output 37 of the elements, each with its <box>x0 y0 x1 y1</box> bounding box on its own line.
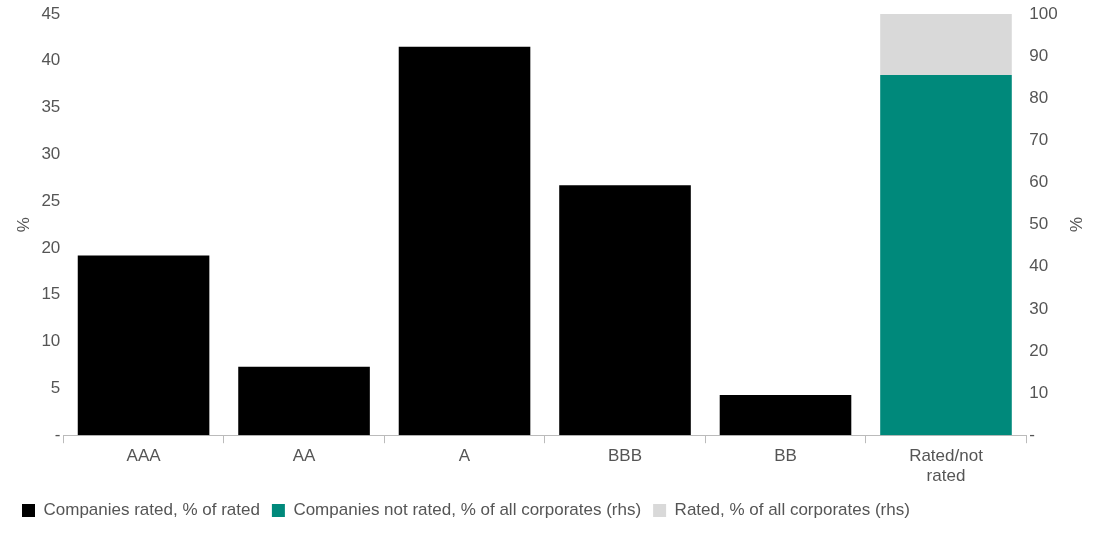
y2-tick-label: 10 <box>1029 382 1049 402</box>
bar <box>559 185 691 436</box>
y-tick-label: 40 <box>41 50 61 70</box>
y-tick-label: 5 <box>50 378 61 398</box>
x-tick-label: A <box>458 446 471 466</box>
y2-tick-label: 20 <box>1029 340 1049 360</box>
bar <box>238 366 370 436</box>
x-tick-label: BB <box>774 446 797 466</box>
y-tick-label: 20 <box>41 237 61 257</box>
y-tick-label: 35 <box>41 97 61 117</box>
x-tick-label: Rated/not rated <box>909 446 984 486</box>
y2-tick-label: 30 <box>1029 298 1049 318</box>
legend-label: Rated, % of all corporates (rhs) <box>674 500 910 520</box>
y-axis-title: % <box>13 217 33 233</box>
y2-tick-label: 100 <box>1029 3 1058 23</box>
y-tick-label: 15 <box>41 284 61 304</box>
y2-tick-label: 80 <box>1029 87 1049 107</box>
y2-tick-label: - <box>1029 424 1035 444</box>
x-tick-label: AAA <box>126 446 162 466</box>
y-tick-label: - <box>54 424 61 444</box>
y-tick-label: 45 <box>41 3 61 23</box>
y2-tick-label: 50 <box>1029 214 1049 234</box>
bar <box>398 46 531 436</box>
legend-label: Companies rated, % of rated <box>43 500 260 520</box>
y2-tick-label: 40 <box>1029 256 1049 276</box>
bar <box>77 255 210 436</box>
x-tick-label: AA <box>292 446 317 466</box>
y2-axis-title: % <box>1066 217 1086 233</box>
y2-tick-label: 60 <box>1029 172 1049 192</box>
legend-label: Companies not rated, % of all corporates (rhs) <box>293 500 642 520</box>
y2-tick-label: 70 <box>1029 130 1049 150</box>
y-tick-label: 25 <box>41 190 61 210</box>
x-tick-label: BBB <box>608 446 643 466</box>
bar <box>719 394 852 436</box>
y2-tick-label: 90 <box>1029 45 1049 65</box>
y-tick-label: 30 <box>41 144 61 164</box>
y-tick-label: 10 <box>41 331 61 351</box>
